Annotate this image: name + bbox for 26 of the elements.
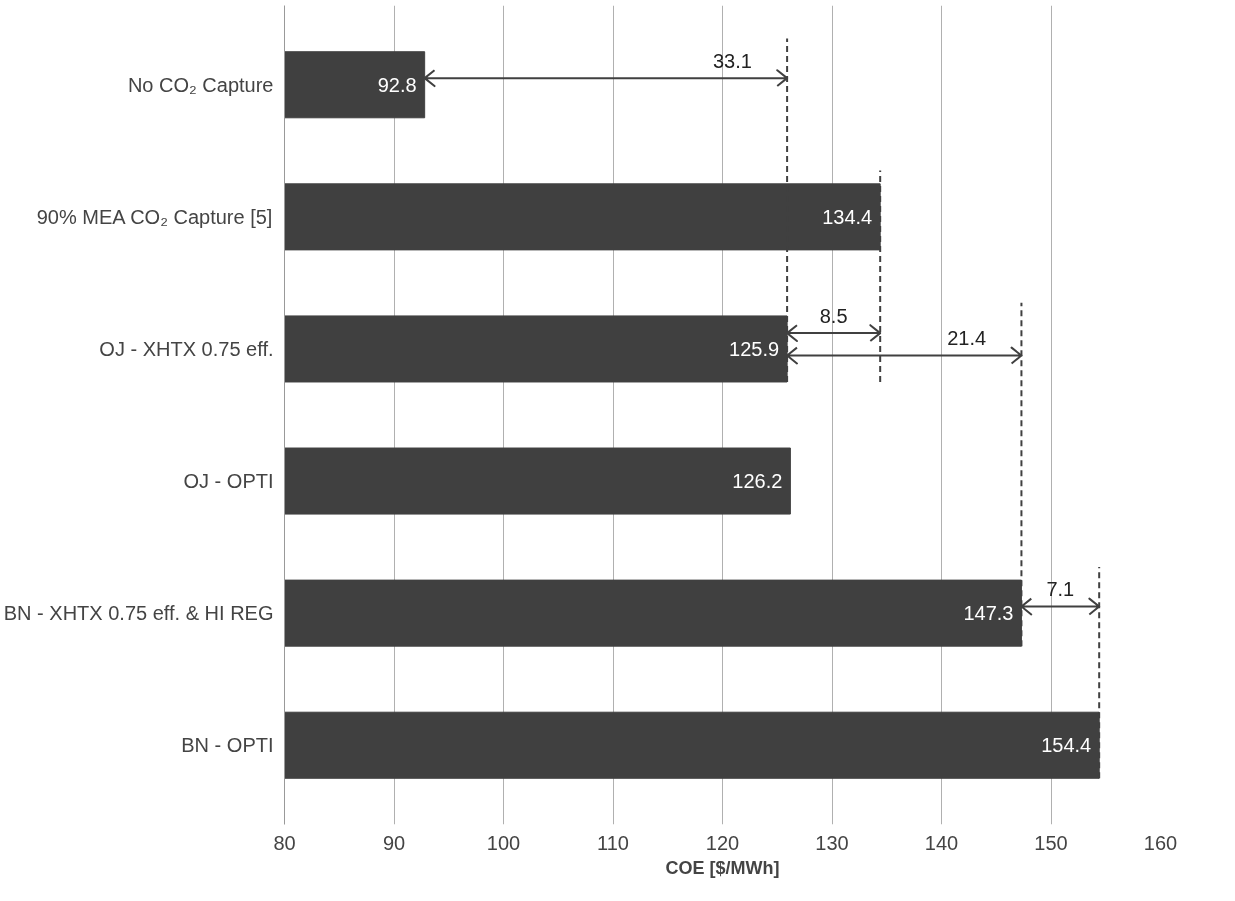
data-label: 154.4	[1041, 734, 1092, 757]
x-tick-label: 80	[273, 831, 296, 854]
x-tick-label: 130	[815, 831, 849, 854]
data-label: 125.9	[729, 337, 780, 360]
data-label: 92.8	[377, 73, 417, 96]
x-tick-label: 150	[1034, 831, 1068, 854]
x-axis-title: COE [$/MWh]	[665, 857, 780, 878]
y-tick-label: OJ - OPTI	[183, 470, 274, 493]
x-tick-label: 160	[1143, 831, 1178, 854]
x-tick-label: 100	[486, 831, 521, 854]
y-tick-label: OJ - XHTX 0.75 eff.	[99, 337, 274, 360]
y-tick-label: 90% MEA CO₂ Capture [5]	[36, 205, 273, 228]
annotation: 7.1	[1046, 577, 1075, 600]
x-tick-label: 120	[705, 831, 740, 854]
y-tick-label: No CO₂ Capture	[127, 73, 274, 96]
annotation: 21.4	[947, 326, 987, 349]
y-tick-label: BN - OPTI	[181, 734, 274, 757]
data-label: 126.2	[732, 470, 783, 493]
annotation: 8.5	[819, 304, 848, 327]
x-tick-label: 110	[597, 831, 629, 854]
x-tick-label: 90	[382, 831, 406, 854]
x-tick-label: 140	[924, 831, 959, 854]
y-tick-label: BN - XHTX 0.75 eff. & HI REG	[3, 602, 274, 625]
data-label: 134.4	[822, 205, 873, 228]
annotation: 33.1	[712, 49, 752, 72]
data-label: 147.3	[963, 602, 1014, 625]
